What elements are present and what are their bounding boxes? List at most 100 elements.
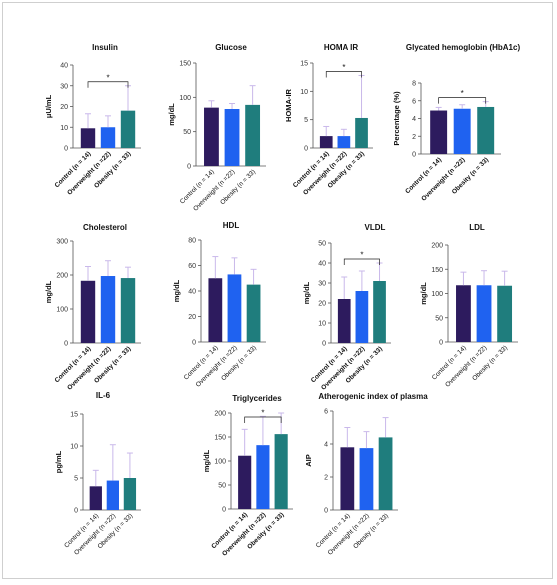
chart-8-ytick-label: 100 (431, 291, 443, 298)
chart-6-ytick-label: 20 (188, 314, 196, 321)
chart-9-ytick-label: 15 (70, 412, 78, 419)
chart-10-significance-bracket (244, 416, 282, 423)
chart-7-ytick-label: 50 (318, 241, 326, 248)
chart-4-ytick-label: 8 (412, 81, 416, 88)
chart-3-bar-1 (319, 136, 333, 148)
chart-4-ylabel: Percentage (%) (392, 91, 401, 146)
chart-8-ytick-label: 200 (431, 243, 443, 250)
chart-10-bar-2 (256, 445, 270, 509)
chart-4-ytick-label: 2 (412, 134, 416, 141)
chart-1-xtick-label: Obesity (n = 33) (93, 150, 132, 189)
chart-4-ytick-label: 0 (412, 152, 416, 159)
chart-9-title: IL-6 (96, 391, 111, 400)
chart-3-ytick-label: 10 (300, 89, 308, 96)
chart-2-ylabel: mg/dL (167, 103, 176, 126)
figure-frame: Insulin 0 10 20 30 40 μU/mL Control (n = 14) Ove… (2, 2, 553, 579)
chart-11-xtick-label: Obesity (n = 33) (352, 512, 390, 550)
chart-6-ylabel: mg/dL (172, 279, 181, 302)
chart-7-ytick-label: 40 (318, 261, 326, 268)
chart-11-bar-3 (378, 437, 393, 510)
chart-8-ytick-label: 150 (431, 267, 443, 274)
chart-11-ytick-label: 6 (324, 409, 328, 416)
chart-4-xtick-label: Overweight (n =22) (420, 156, 466, 202)
chart-3-bar-3 (355, 117, 368, 148)
chart-7-ytick-label: 30 (318, 281, 326, 288)
chart-2-ytick-label: 150 (179, 61, 191, 68)
chart-11-bar-2 (359, 448, 374, 510)
chart-7-ytick-label: 10 (318, 321, 326, 328)
chart-4-significance-bracket (438, 97, 487, 104)
chart-10-bar-1 (238, 455, 252, 509)
chart-9-ytick-label: 0 (74, 508, 78, 515)
chart-8-ytick-label: 50 (435, 315, 443, 322)
chart-2-ytick-label: 50 (183, 129, 191, 136)
chart-4-significance-label: * (461, 89, 464, 98)
chart-1-ytick-label: 40 (60, 63, 68, 70)
chart-4-ytick-label: 4 (412, 116, 416, 123)
chart-5-xtick-label: Obesity (n = 33) (93, 345, 132, 384)
chart-7-ytick-label: 20 (318, 301, 326, 308)
chart-5-ytick-label: 0 (64, 341, 68, 348)
chart-7-ytick-label: 0 (322, 341, 326, 348)
chart-8-title: LDL (469, 223, 485, 232)
chart-6-ytick-label: 40 (188, 289, 196, 296)
chart-5-bar-3 (120, 278, 136, 343)
chart-1-significance-label: * (106, 73, 109, 82)
chart-2-ytick-label: 100 (179, 95, 191, 102)
chart-3-significance-label: * (342, 63, 345, 72)
chart-11-title: Atherogenic index of plasma (318, 392, 428, 401)
chart-3-ytick-label: 0 (304, 146, 308, 153)
chart-9-bar-2 (106, 480, 119, 510)
chart-2-bar-3 (245, 104, 261, 166)
chart-9-ytick-label: 10 (70, 444, 78, 451)
chart-1-xtick-label: Control (n = 14) (54, 150, 93, 189)
chart-1-ytick-label: 10 (60, 125, 68, 132)
chart-2-ytick-label: 0 (187, 164, 191, 171)
chart-10-ytick-label: 50 (218, 483, 226, 490)
chart-11-ytick-label: 4 (324, 442, 328, 449)
chart-7-bar-1 (337, 299, 351, 343)
chart-10-significance-label: * (261, 409, 264, 418)
chart-5-title: Cholesterol (83, 223, 127, 232)
chart-6-ytick-label: 80 (188, 238, 196, 245)
chart-2-bar-1 (204, 107, 219, 166)
chart-7-title: VLDL (365, 223, 386, 232)
chart-8-ytick-label: 0 (439, 340, 443, 347)
chart-9-bar-3 (123, 478, 137, 510)
chart-1-ytick-label: 20 (60, 104, 68, 111)
chart-8-bar-2 (476, 285, 492, 342)
chart-5-ytick-label: 200 (56, 273, 68, 280)
chart-2-title: Glucose (215, 43, 247, 52)
chart-3-ylabel: HOMA-IR (284, 88, 293, 121)
chart-4-bar-3 (477, 106, 495, 154)
chart-1-ytick-label: 0 (64, 146, 68, 153)
chart-9-ylabel: pg/mL (54, 450, 63, 473)
chart-9-bar-1 (89, 486, 102, 510)
chart-6-xtick-label: Obesity (n = 33) (220, 344, 258, 382)
chart-10-ytick-label: 150 (214, 435, 226, 442)
chart-4-bar-2 (453, 108, 471, 154)
chart-10-ylabel: mg/dL (202, 449, 211, 472)
chart-1-bar-3 (120, 110, 136, 148)
chart-7-bar-2 (355, 291, 369, 343)
chart-2-bar-2 (224, 109, 240, 166)
chart-8-bar-1 (456, 285, 471, 342)
chart-3-ytick-label: 5 (304, 117, 308, 124)
chart-2-xtick-label: Control (n = 14) (179, 168, 216, 205)
chart-10-title: Triglycerides (232, 394, 282, 403)
chart-5-bar-2 (100, 276, 116, 343)
chart-5-ytick-label: 100 (56, 307, 68, 314)
chart-10-ytick-label: 0 (222, 507, 226, 514)
chart-5-ytick-label: 300 (56, 239, 68, 246)
chart-6-bar-3 (246, 284, 261, 342)
chart-1-significance-bracket (87, 81, 129, 88)
chart-8-bar-3 (497, 285, 513, 342)
chart-1-title: Insulin (92, 43, 118, 52)
chart-10-ytick-label: 100 (214, 459, 226, 466)
chart-7-bar-3 (373, 281, 386, 343)
chart-3-ytick-label: 15 (300, 61, 308, 68)
chart-8-xtick-label: Control (n = 14) (431, 344, 468, 381)
chart-10-bar-3 (274, 434, 288, 509)
chart-4-bar-1 (430, 110, 448, 154)
